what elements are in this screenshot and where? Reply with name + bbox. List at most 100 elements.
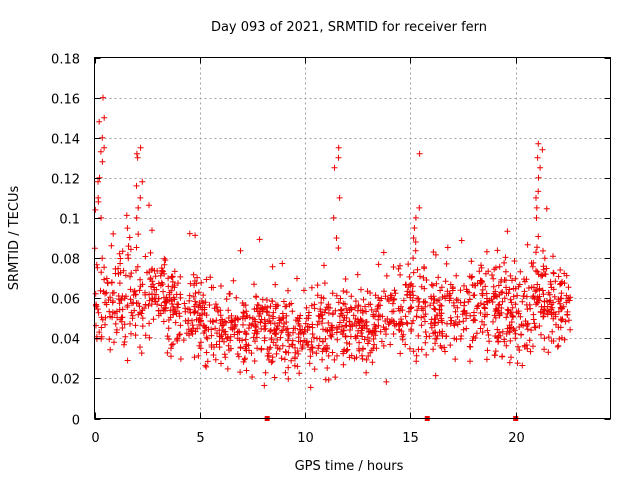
data-point xyxy=(138,350,145,357)
data-point xyxy=(177,331,183,338)
data-point xyxy=(528,327,535,334)
data-point xyxy=(237,369,244,376)
data-point xyxy=(319,320,325,327)
data-point xyxy=(556,335,563,342)
data-point xyxy=(237,344,244,351)
data-point xyxy=(414,266,421,273)
data-point xyxy=(463,310,470,317)
data-point xyxy=(133,214,140,221)
data-point xyxy=(436,306,443,313)
data-point xyxy=(273,303,280,310)
data-point xyxy=(533,194,539,201)
y-tick-label: 0.18 xyxy=(51,53,80,68)
data-point xyxy=(357,307,364,314)
data-point xyxy=(540,310,547,317)
data-point xyxy=(486,338,493,345)
data-point xyxy=(534,244,540,251)
data-point xyxy=(321,262,327,269)
data-point xyxy=(308,338,315,345)
data-point xyxy=(383,331,389,338)
data-point xyxy=(484,327,491,334)
data-point xyxy=(171,282,178,289)
data-point xyxy=(539,146,546,153)
data-point xyxy=(527,348,534,355)
data-point xyxy=(132,332,139,339)
data-point xyxy=(359,352,365,359)
data-point xyxy=(205,326,212,333)
data-point xyxy=(323,342,330,349)
data-point xyxy=(233,294,240,301)
data-point xyxy=(432,329,439,336)
data-point xyxy=(210,284,217,291)
data-point xyxy=(315,342,322,349)
data-point xyxy=(460,326,467,333)
data-point xyxy=(272,331,279,338)
data-point xyxy=(226,290,233,297)
y-tick-label: 0.06 xyxy=(51,293,80,308)
data-point xyxy=(391,287,398,294)
data-point xyxy=(142,301,149,308)
data-point xyxy=(192,328,199,335)
data-point xyxy=(545,334,552,341)
data-point xyxy=(250,334,257,341)
data-point xyxy=(534,299,540,306)
data-point xyxy=(479,286,486,293)
data-point xyxy=(167,307,174,314)
data-point xyxy=(395,265,402,272)
data-point xyxy=(186,297,193,304)
data-point xyxy=(359,345,366,352)
data-point xyxy=(224,365,231,372)
data-point xyxy=(203,363,210,370)
data-point xyxy=(169,274,176,281)
data-point xyxy=(239,337,246,344)
data-point xyxy=(423,333,430,340)
data-point xyxy=(557,324,564,331)
data-point xyxy=(507,272,514,279)
data-point xyxy=(549,328,556,335)
data-point xyxy=(113,326,120,333)
y-tick-label: 0.02 xyxy=(51,373,80,388)
data-point xyxy=(432,372,439,379)
data-point xyxy=(197,302,204,309)
data-point xyxy=(95,309,102,316)
data-point xyxy=(280,314,287,321)
data-point xyxy=(348,306,355,313)
data-point xyxy=(343,305,350,312)
data-point xyxy=(536,293,543,300)
data-point xyxy=(106,336,113,343)
data-point xyxy=(387,341,394,348)
data-point xyxy=(435,297,442,303)
data-point xyxy=(318,294,325,301)
data-point xyxy=(271,374,278,381)
data-point xyxy=(469,282,476,288)
data-point xyxy=(336,319,343,326)
data-point xyxy=(284,337,291,344)
data-point xyxy=(96,174,103,181)
data-point xyxy=(187,280,194,287)
data-point xyxy=(555,342,562,349)
data-point xyxy=(514,360,521,367)
data-point xyxy=(243,330,249,337)
data-point xyxy=(333,292,340,299)
data-point xyxy=(427,320,434,327)
data-point xyxy=(126,234,133,241)
data-point xyxy=(218,283,224,289)
data-point xyxy=(301,287,307,294)
data-point xyxy=(508,319,515,325)
data-point xyxy=(336,313,343,320)
data-point xyxy=(314,321,321,328)
data-point xyxy=(128,309,135,316)
data-point xyxy=(506,286,513,293)
data-point xyxy=(334,336,341,343)
data-point xyxy=(307,353,314,360)
data-point xyxy=(228,317,235,324)
data-point xyxy=(304,324,311,330)
data-point xyxy=(161,261,168,268)
data-point xyxy=(517,268,524,275)
data-point xyxy=(161,270,168,277)
data-point xyxy=(503,277,509,284)
data-point xyxy=(510,326,517,332)
data-point xyxy=(347,333,354,340)
data-point xyxy=(256,236,263,243)
data-point xyxy=(165,275,172,282)
